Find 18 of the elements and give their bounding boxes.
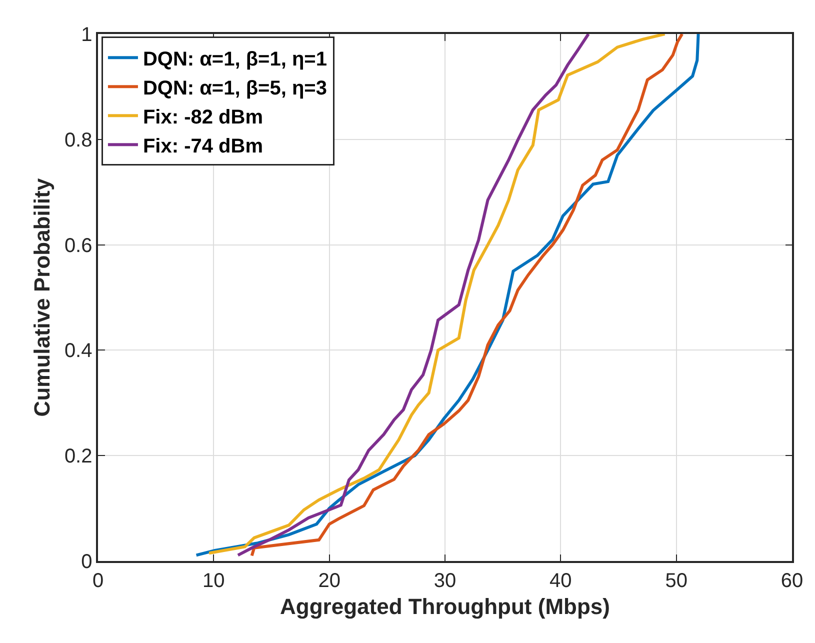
y-tick-label: 0.2 <box>64 446 92 468</box>
x-axis-title: Aggregated Throughput (Mbps) <box>280 594 610 620</box>
legend-label: Fix: -82 dBm <box>142 106 263 128</box>
x-tick-label: 60 <box>780 570 804 592</box>
x-tick-label: 30 <box>434 570 456 592</box>
x-tick-label: 50 <box>665 570 688 592</box>
x-tick-label: 20 <box>318 570 340 592</box>
y-tick-label: 0 <box>81 551 92 573</box>
y-axis-title: Cumulative Probability <box>30 178 55 417</box>
y-tick-label: 0.8 <box>64 129 92 152</box>
y-tick-label: 1 <box>81 24 92 46</box>
y-tick-label: 0.6 <box>64 234 92 257</box>
x-tick-label: 40 <box>550 570 572 592</box>
y-tick-label: 0.4 <box>64 340 92 362</box>
x-tick-label: 10 <box>202 570 225 592</box>
legend-label: Fix: -74 dBm <box>142 135 263 158</box>
legend-label: DQN: α=1, β=5, η=3 <box>142 77 327 100</box>
legend-label: DQN: α=1, β=1, η=1 <box>142 48 327 70</box>
